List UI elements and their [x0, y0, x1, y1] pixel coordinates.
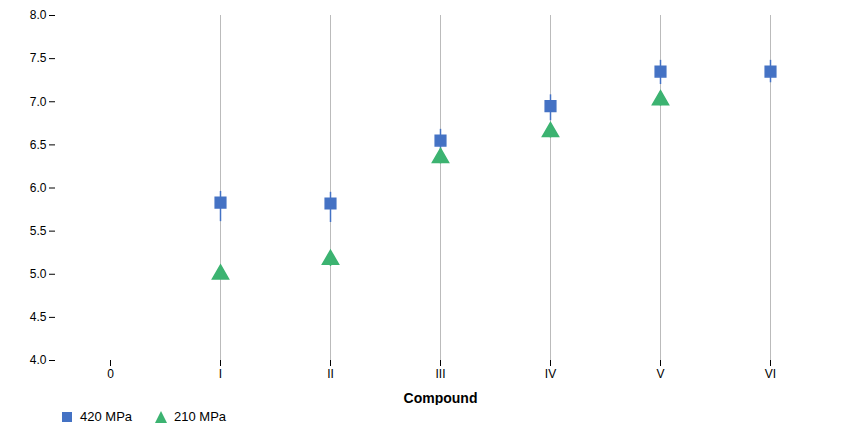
svg-text:5.0: 5.0	[30, 267, 47, 281]
svg-text:IV: IV	[545, 367, 556, 381]
svg-text:0: 0	[107, 367, 114, 381]
svg-text:7.0: 7.0	[30, 95, 47, 109]
html-text:210 MPa: 210 MPa	[174, 409, 227, 424]
svg-text:4.5: 4.5	[30, 310, 47, 324]
svg-text:III: III	[435, 367, 445, 381]
html-text:420 MPa: 420 MPa	[80, 409, 132, 424]
svg-text:5.5: 5.5	[30, 224, 47, 238]
svg-text:II: II	[327, 367, 334, 381]
svg-text:6.0: 6.0	[30, 181, 47, 195]
svg-text:8.0: 8.0	[30, 8, 47, 22]
svg-text:6.5: 6.5	[30, 138, 47, 152]
svg-text:VI: VI	[765, 367, 776, 381]
svg-text:I: I	[219, 367, 222, 381]
svg-text:4.0: 4.0	[30, 353, 47, 367]
svg-text:7.5: 7.5	[30, 51, 47, 65]
svg-text:Compound: Compound	[404, 390, 478, 406]
svg-text:V: V	[656, 367, 664, 381]
